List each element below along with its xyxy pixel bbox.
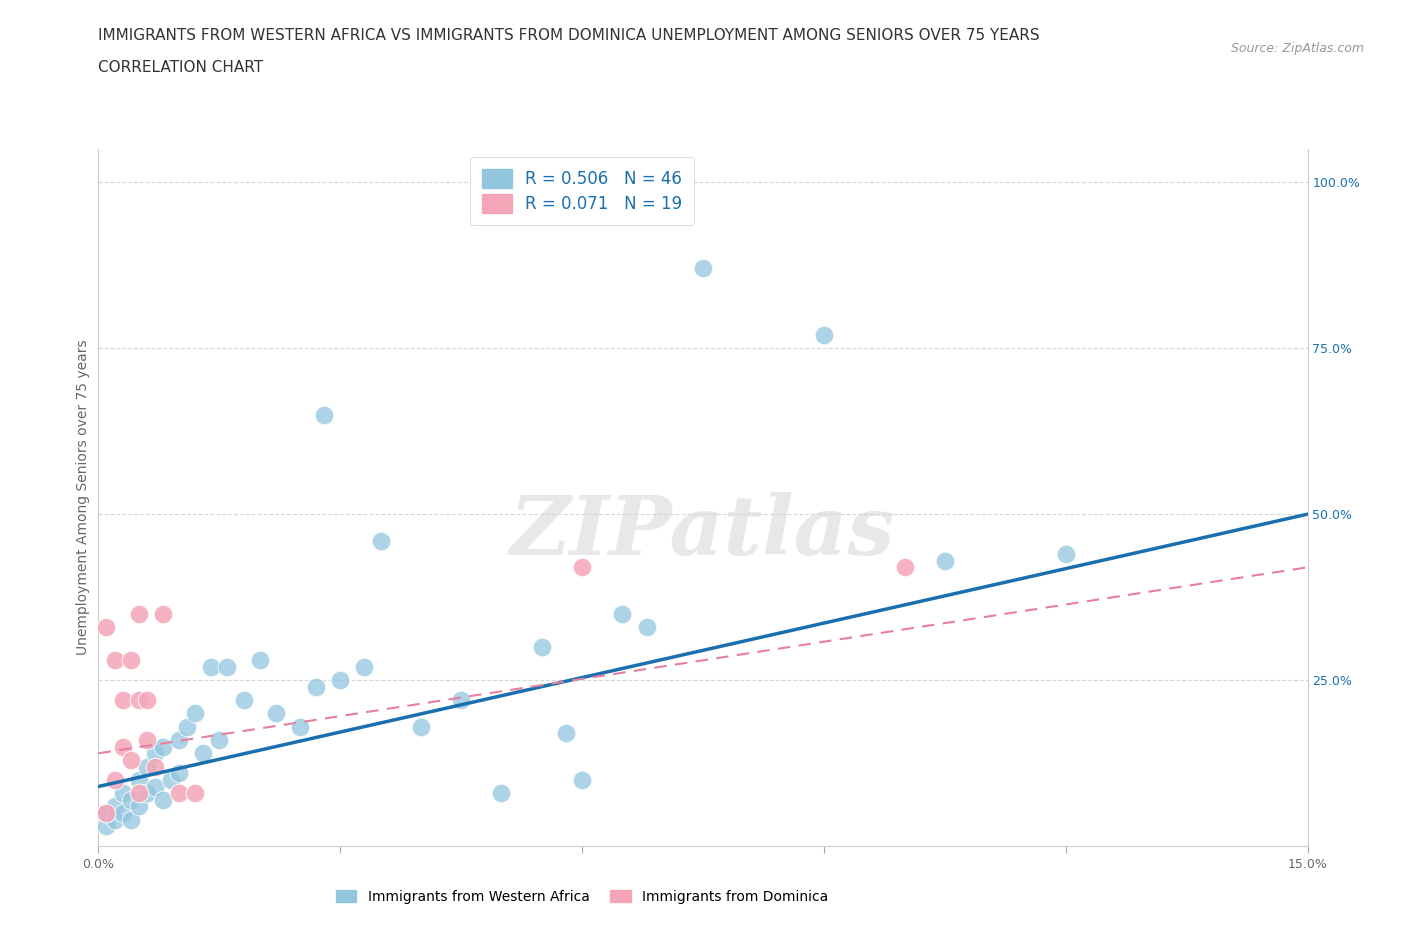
Point bbox=[555, 726, 578, 741]
Point bbox=[111, 693, 134, 708]
Point bbox=[217, 659, 239, 674]
Point bbox=[103, 773, 125, 788]
Point bbox=[893, 560, 915, 575]
Point bbox=[96, 805, 118, 820]
Point bbox=[612, 606, 634, 621]
Point bbox=[111, 786, 134, 801]
Point bbox=[103, 653, 125, 668]
Point bbox=[96, 819, 118, 834]
Point bbox=[120, 792, 142, 807]
Point bbox=[167, 733, 190, 748]
Point bbox=[813, 327, 835, 342]
Point bbox=[167, 765, 190, 780]
Point bbox=[208, 733, 231, 748]
Point bbox=[1054, 547, 1077, 562]
Point bbox=[530, 640, 553, 655]
Point bbox=[143, 779, 166, 794]
Point bbox=[160, 773, 183, 788]
Point bbox=[135, 693, 157, 708]
Point bbox=[128, 773, 150, 788]
Point bbox=[96, 805, 118, 820]
Point bbox=[370, 533, 392, 548]
Point bbox=[184, 786, 207, 801]
Point bbox=[491, 786, 513, 801]
Point bbox=[184, 706, 207, 721]
Point bbox=[692, 261, 714, 276]
Point bbox=[152, 739, 174, 754]
Point bbox=[329, 672, 352, 687]
Text: Source: ZipAtlas.com: Source: ZipAtlas.com bbox=[1230, 42, 1364, 55]
Point bbox=[111, 805, 134, 820]
Text: IMMIGRANTS FROM WESTERN AFRICA VS IMMIGRANTS FROM DOMINICA UNEMPLOYMENT AMONG SE: IMMIGRANTS FROM WESTERN AFRICA VS IMMIGR… bbox=[98, 28, 1040, 43]
Point bbox=[152, 792, 174, 807]
Point bbox=[176, 719, 198, 734]
Point bbox=[152, 606, 174, 621]
Point bbox=[353, 659, 375, 674]
Point bbox=[249, 653, 271, 668]
Point bbox=[103, 812, 125, 827]
Point bbox=[128, 693, 150, 708]
Point bbox=[120, 653, 142, 668]
Point bbox=[143, 759, 166, 774]
Point bbox=[288, 719, 311, 734]
Point bbox=[636, 619, 658, 634]
Point bbox=[96, 619, 118, 634]
Point bbox=[571, 560, 593, 575]
Point bbox=[103, 799, 125, 814]
Text: ZIPatlas: ZIPatlas bbox=[510, 492, 896, 573]
Point bbox=[120, 812, 142, 827]
Point bbox=[111, 739, 134, 754]
Point bbox=[264, 706, 287, 721]
Point bbox=[135, 786, 157, 801]
Point bbox=[135, 733, 157, 748]
Y-axis label: Unemployment Among Seniors over 75 years: Unemployment Among Seniors over 75 years bbox=[76, 339, 90, 656]
Point bbox=[314, 407, 336, 422]
Point bbox=[128, 799, 150, 814]
Point bbox=[409, 719, 432, 734]
Point bbox=[128, 786, 150, 801]
Point bbox=[128, 606, 150, 621]
Text: CORRELATION CHART: CORRELATION CHART bbox=[98, 60, 263, 75]
Point bbox=[305, 680, 328, 695]
Point bbox=[193, 746, 215, 761]
Point bbox=[450, 693, 472, 708]
Point bbox=[143, 746, 166, 761]
Point bbox=[200, 659, 222, 674]
Point bbox=[135, 759, 157, 774]
Point bbox=[571, 773, 593, 788]
Point bbox=[120, 752, 142, 767]
Point bbox=[167, 786, 190, 801]
Legend: Immigrants from Western Africa, Immigrants from Dominica: Immigrants from Western Africa, Immigran… bbox=[330, 884, 834, 910]
Point bbox=[934, 553, 956, 568]
Point bbox=[232, 693, 254, 708]
